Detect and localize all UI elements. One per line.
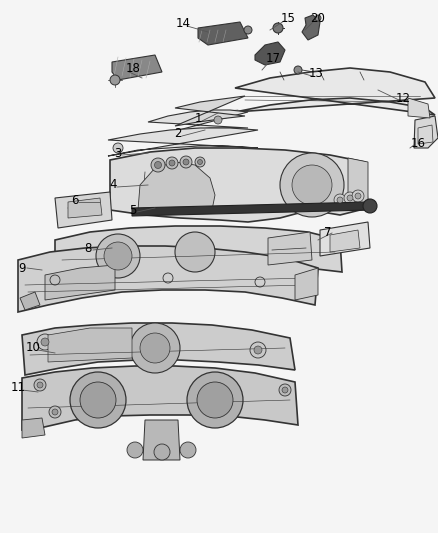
Text: 10: 10 [25, 342, 40, 354]
Text: 2: 2 [174, 126, 181, 140]
Circle shape [333, 194, 345, 206]
Circle shape [154, 161, 161, 168]
Text: 13: 13 [308, 67, 323, 79]
Circle shape [151, 158, 165, 172]
Circle shape [291, 165, 331, 205]
Polygon shape [132, 202, 369, 216]
Circle shape [37, 382, 43, 388]
Polygon shape [48, 328, 132, 362]
Text: 4: 4 [109, 179, 117, 191]
Polygon shape [148, 110, 247, 138]
Polygon shape [294, 268, 317, 300]
Text: 20: 20 [310, 12, 325, 25]
Circle shape [279, 384, 290, 396]
Circle shape [362, 199, 376, 213]
Circle shape [187, 372, 243, 428]
Polygon shape [301, 15, 319, 40]
Text: 12: 12 [395, 92, 410, 104]
Text: 18: 18 [125, 61, 140, 75]
Circle shape [314, 15, 320, 21]
Circle shape [197, 159, 202, 165]
Circle shape [254, 346, 261, 354]
Circle shape [194, 157, 205, 167]
Text: 15: 15 [280, 12, 295, 25]
Circle shape [37, 334, 53, 350]
Text: 17: 17 [265, 52, 280, 64]
Circle shape [346, 195, 352, 201]
Circle shape [213, 116, 222, 124]
Circle shape [197, 382, 233, 418]
Polygon shape [407, 98, 429, 118]
Polygon shape [110, 148, 367, 222]
Polygon shape [55, 226, 341, 275]
Circle shape [154, 444, 170, 460]
Text: 3: 3 [114, 147, 121, 159]
Circle shape [175, 232, 215, 272]
Circle shape [110, 75, 120, 85]
Text: 6: 6 [71, 193, 78, 206]
Polygon shape [68, 198, 102, 218]
Circle shape [41, 338, 49, 346]
Circle shape [180, 442, 195, 458]
Text: 16: 16 [410, 136, 424, 149]
Polygon shape [234, 68, 434, 115]
Text: 8: 8 [84, 241, 92, 254]
Circle shape [336, 197, 342, 203]
Text: 11: 11 [11, 382, 25, 394]
Circle shape [249, 342, 265, 358]
Polygon shape [20, 292, 40, 310]
Polygon shape [143, 420, 180, 460]
Polygon shape [175, 96, 244, 126]
Circle shape [166, 157, 177, 169]
Circle shape [96, 234, 140, 278]
Circle shape [351, 190, 363, 202]
Polygon shape [112, 55, 162, 80]
Polygon shape [267, 232, 311, 265]
Text: 9: 9 [18, 262, 26, 274]
Polygon shape [55, 192, 112, 228]
Polygon shape [22, 323, 294, 375]
Circle shape [34, 379, 46, 391]
Circle shape [272, 23, 283, 33]
Circle shape [183, 159, 189, 165]
Polygon shape [198, 22, 247, 45]
Text: 14: 14 [175, 17, 190, 29]
Circle shape [169, 160, 175, 166]
Circle shape [279, 153, 343, 217]
Text: 7: 7 [324, 227, 331, 239]
Circle shape [140, 333, 170, 363]
Circle shape [180, 156, 191, 168]
Circle shape [70, 372, 126, 428]
Polygon shape [254, 42, 284, 65]
Circle shape [104, 242, 132, 270]
Polygon shape [108, 128, 258, 156]
Circle shape [130, 323, 180, 373]
Circle shape [80, 382, 116, 418]
Text: 1: 1 [194, 111, 201, 125]
Polygon shape [329, 230, 359, 252]
Circle shape [244, 26, 251, 34]
Circle shape [293, 66, 301, 74]
Circle shape [49, 406, 61, 418]
Circle shape [354, 193, 360, 199]
Polygon shape [18, 246, 317, 312]
Polygon shape [138, 162, 215, 210]
Polygon shape [45, 265, 115, 300]
Polygon shape [22, 418, 45, 438]
Circle shape [343, 192, 355, 204]
Text: 5: 5 [129, 204, 136, 216]
Polygon shape [319, 222, 369, 256]
Polygon shape [22, 366, 297, 430]
Circle shape [281, 387, 287, 393]
Polygon shape [413, 116, 437, 148]
Circle shape [127, 442, 143, 458]
Circle shape [52, 409, 58, 415]
Circle shape [113, 143, 123, 153]
Polygon shape [347, 158, 367, 210]
